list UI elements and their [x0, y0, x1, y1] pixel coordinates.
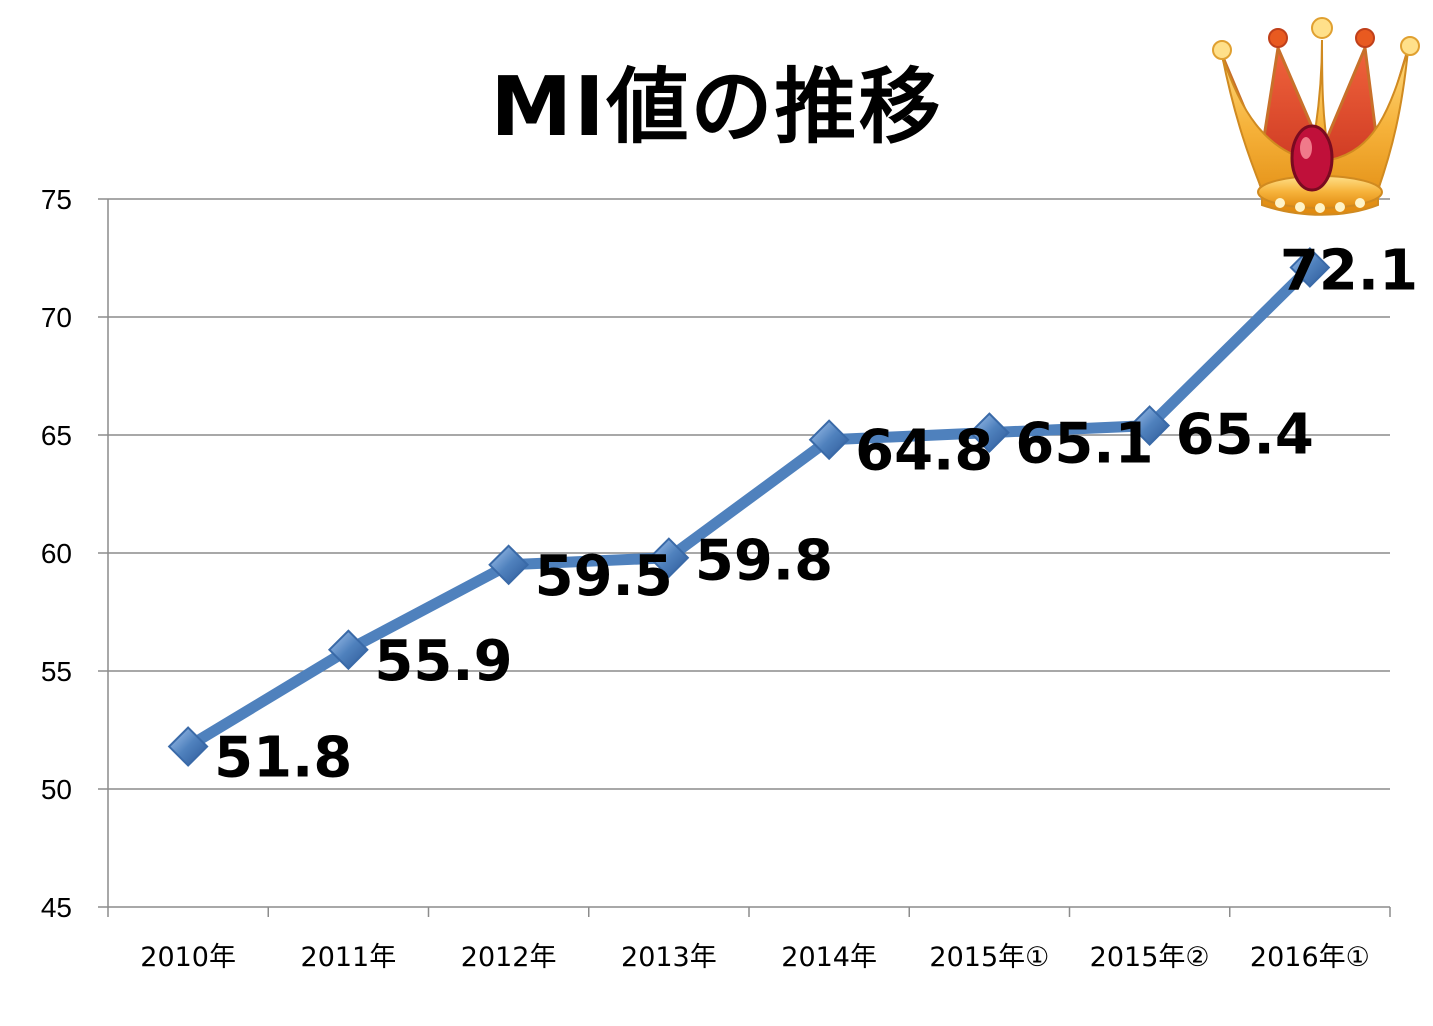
data-label: 59.8	[695, 529, 833, 594]
series-mi	[167, 247, 1331, 767]
data-point	[648, 537, 690, 579]
data-point	[1129, 405, 1171, 446]
y-tick-label: 45	[41, 892, 72, 923]
data-point	[968, 412, 1010, 454]
x-tick-label: 2015年②	[1090, 942, 1210, 973]
x-tick-label: 2014年	[781, 942, 877, 973]
data-label: 65.1	[1015, 412, 1153, 477]
data-label: 64.8	[855, 419, 993, 484]
y-tick-label: 70	[41, 302, 72, 333]
x-tick-label: 2016年①	[1250, 942, 1370, 973]
data-label: 65.4	[1176, 403, 1314, 468]
x-tick-label: 2015年①	[929, 942, 1049, 973]
chart-title: MI値の推移	[490, 60, 943, 155]
data-label: 59.5	[535, 544, 673, 609]
crown-icon	[1212, 17, 1420, 216]
data-point	[1289, 247, 1331, 288]
axes: 45 50 55 60 65 70 75 2010年 2011年 2012年 2013年 2014年 2…	[41, 184, 1391, 973]
data-point	[488, 544, 530, 586]
data-labels: 51.8 55.9 59.5 59.8 64.8 65.1 65.4 72.1	[214, 238, 1418, 790]
data-point	[327, 629, 369, 671]
y-tick-label: 55	[41, 656, 72, 687]
x-tick-label: 2012年	[461, 942, 557, 973]
series-line	[182, 261, 1316, 753]
y-tick-label: 60	[41, 538, 72, 569]
y-tick-label: 50	[41, 774, 72, 805]
x-tick-label: 2011年	[301, 942, 397, 973]
y-tick-label: 75	[41, 184, 72, 215]
y-tick-label: 65	[41, 420, 72, 451]
data-label: 72.1	[1280, 238, 1418, 303]
data-label: 55.9	[374, 629, 512, 694]
x-tick-label: 2010年	[140, 942, 236, 973]
data-point	[808, 419, 850, 461]
data-label: 51.8	[214, 726, 352, 791]
x-tick-label: 2013年	[621, 942, 717, 973]
data-point	[167, 726, 209, 767]
